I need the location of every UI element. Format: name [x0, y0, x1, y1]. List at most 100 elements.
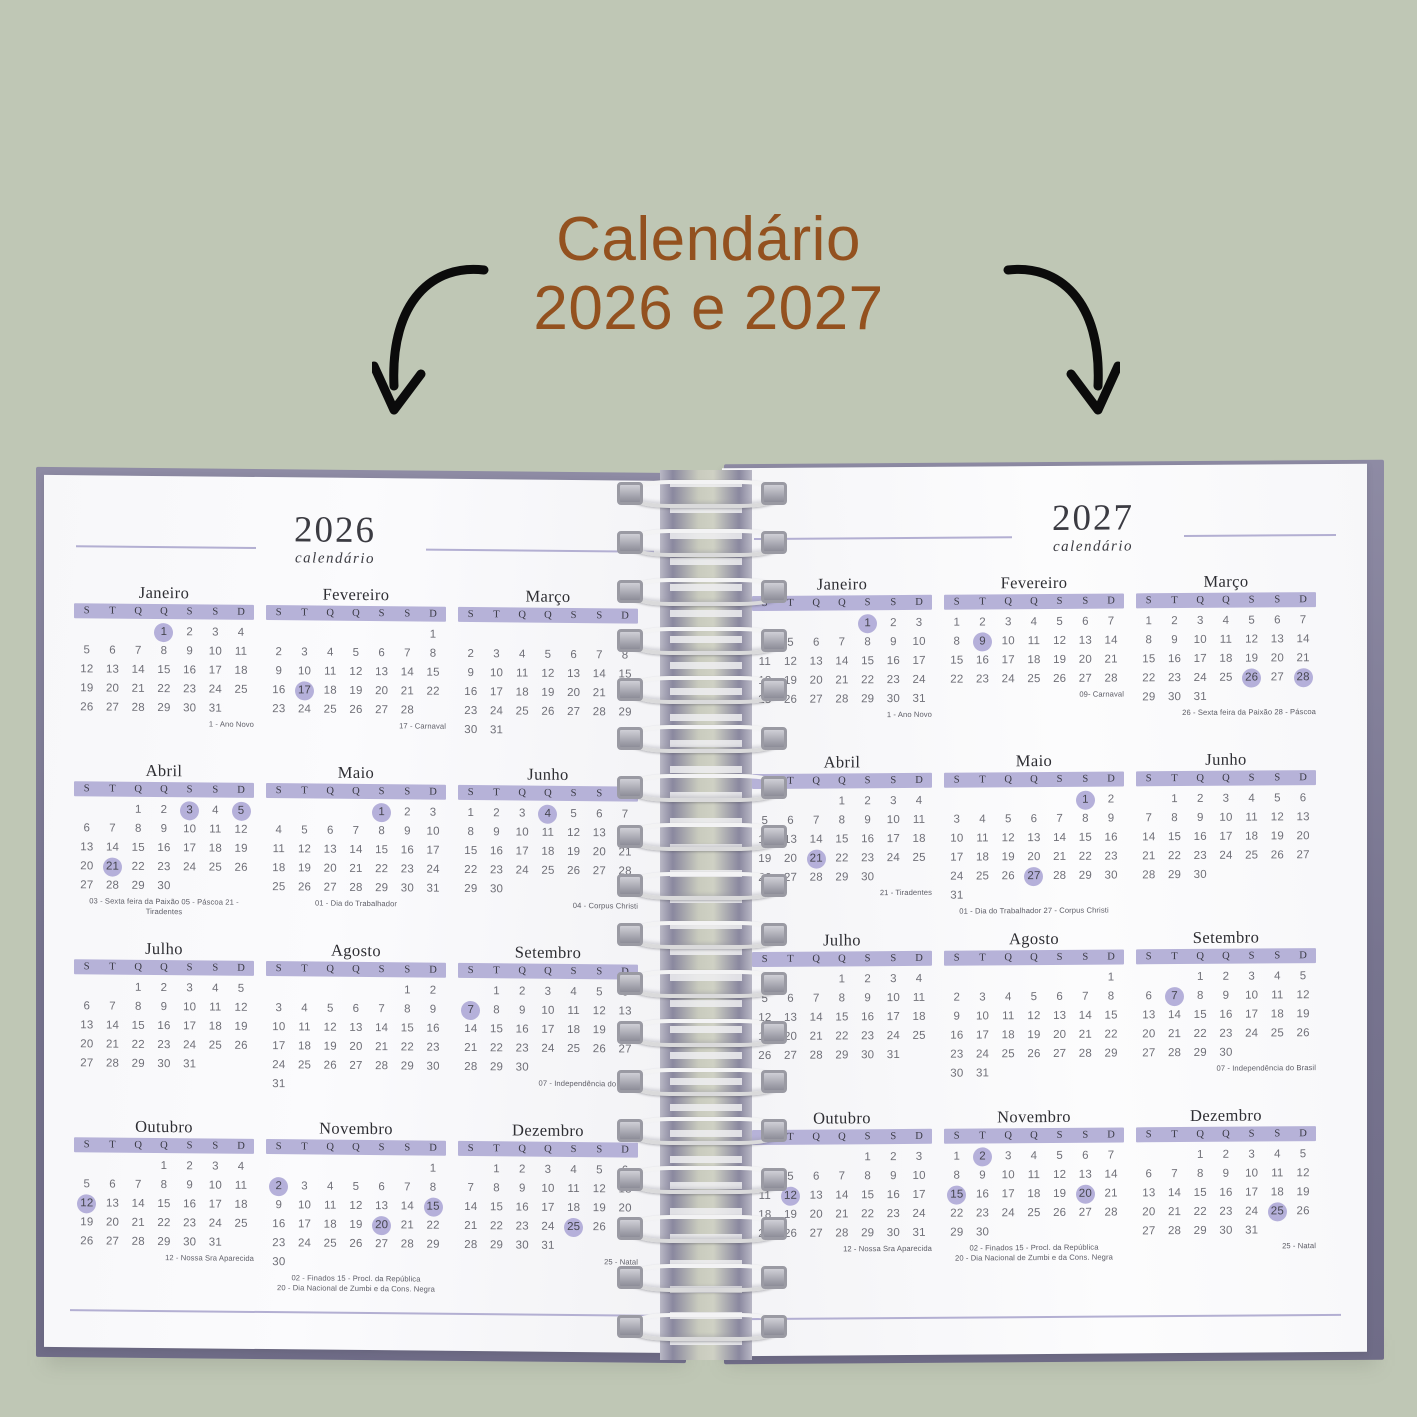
day-cell[interactable]: 15 — [1187, 1184, 1213, 1203]
day-cell[interactable]: 7 — [395, 1178, 421, 1197]
day-cell[interactable]: 18 — [995, 1026, 1021, 1045]
day-cell[interactable]: 24 — [995, 670, 1021, 689]
day-cell-holiday[interactable]: 27 — [1021, 867, 1047, 886]
day-cell[interactable]: 8 — [484, 1179, 510, 1198]
day-cell[interactable]: 23 — [970, 670, 996, 689]
day-cell[interactable]: 10 — [906, 633, 932, 652]
day-cell[interactable]: 30 — [509, 1058, 535, 1077]
day-cell[interactable]: 8 — [829, 811, 855, 830]
day-cell[interactable]: 22 — [395, 1038, 421, 1057]
day-cell[interactable]: 29 — [1098, 1044, 1124, 1063]
day-cell[interactable]: 28 — [1098, 1203, 1124, 1222]
day-cell[interactable]: 6 — [803, 1168, 829, 1187]
day-cell[interactable]: 22 — [1187, 1203, 1213, 1222]
day-cell-holiday[interactable]: 17 — [292, 681, 318, 700]
day-cell[interactable]: 10 — [1239, 1164, 1265, 1183]
day-cell[interactable]: 31 — [484, 721, 510, 740]
day-cell[interactable]: 21 — [395, 1216, 421, 1235]
day-cell[interactable]: 24 — [203, 680, 229, 699]
day-cell[interactable]: 25 — [228, 681, 254, 700]
day-cell[interactable]: 12 — [317, 1019, 343, 1038]
day-cell[interactable]: 5 — [1047, 1147, 1073, 1166]
day-cell[interactable]: 20 — [1073, 651, 1099, 670]
day-cell[interactable]: 20 — [343, 1038, 369, 1057]
day-cell[interactable]: 17 — [881, 830, 907, 849]
day-cell[interactable]: 14 — [1136, 828, 1162, 847]
day-cell[interactable]: 28 — [395, 701, 421, 720]
day-cell-holiday[interactable]: 7 — [1162, 987, 1188, 1006]
day-cell[interactable]: 31 — [203, 1233, 229, 1252]
day-cell[interactable]: 17 — [266, 1037, 292, 1056]
day-cell[interactable]: 10 — [535, 1180, 561, 1199]
day-cell[interactable]: 28 — [343, 879, 369, 898]
day-cell[interactable]: 17 — [177, 1017, 203, 1036]
day-cell[interactable]: 29 — [855, 690, 881, 709]
day-cell[interactable]: 25 — [317, 1235, 343, 1254]
day-cell[interactable]: 21 — [1098, 1184, 1124, 1203]
day-cell[interactable]: 6 — [1021, 810, 1047, 829]
day-cell[interactable]: 8 — [944, 633, 970, 652]
day-cell[interactable]: 9 — [420, 1001, 446, 1020]
day-cell[interactable]: 17 — [944, 849, 970, 868]
day-cell[interactable]: 30 — [944, 1065, 970, 1084]
day-cell[interactable]: 27 — [587, 862, 613, 881]
day-cell[interactable]: 10 — [995, 632, 1021, 651]
day-cell[interactable]: 4 — [906, 792, 932, 811]
day-cell[interactable]: 21 — [369, 1038, 395, 1057]
day-cell[interactable]: 19 — [74, 1213, 100, 1232]
day-cell[interactable]: 18 — [1265, 1183, 1291, 1202]
day-cell[interactable]: 2 — [395, 803, 421, 822]
day-cell[interactable]: 25 — [535, 862, 561, 881]
day-cell[interactable]: 9 — [509, 1179, 535, 1198]
day-cell[interactable]: 22 — [151, 680, 177, 699]
day-cell[interactable]: 16 — [1213, 1006, 1239, 1025]
day-cell[interactable]: 14 — [458, 1198, 484, 1217]
day-cell[interactable]: 6 — [100, 1175, 126, 1194]
day-cell[interactable]: 21 — [1098, 650, 1124, 669]
day-cell[interactable]: 18 — [317, 682, 343, 701]
day-cell[interactable]: 10 — [906, 1167, 932, 1186]
day-cell[interactable]: 30 — [484, 880, 510, 899]
day-cell[interactable]: 7 — [803, 990, 829, 1009]
day-cell[interactable]: 17 — [906, 1186, 932, 1205]
day-cell[interactable]: 29 — [151, 699, 177, 718]
day-cell[interactable]: 31 — [906, 690, 932, 709]
day-cell[interactable]: 12 — [535, 665, 561, 684]
day-cell[interactable]: 9 — [395, 822, 421, 841]
day-cell[interactable]: 2 — [881, 614, 907, 633]
day-cell[interactable]: 20 — [1021, 848, 1047, 867]
day-cell[interactable]: 25 — [203, 1036, 229, 1055]
day-cell[interactable]: 1 — [484, 982, 510, 1001]
day-cell[interactable]: 24 — [906, 1205, 932, 1224]
day-cell[interactable]: 2 — [420, 982, 446, 1001]
day-cell[interactable]: 25 — [203, 858, 229, 877]
day-cell[interactable]: 5 — [1290, 1145, 1316, 1164]
day-cell[interactable]: 28 — [803, 869, 829, 888]
day-cell[interactable]: 19 — [995, 848, 1021, 867]
day-cell[interactable]: 28 — [587, 703, 613, 722]
day-cell[interactable]: 16 — [944, 1027, 970, 1046]
day-cell[interactable]: 29 — [125, 877, 151, 896]
day-cell[interactable]: 5 — [292, 821, 318, 840]
day-cell[interactable]: 17 — [535, 1199, 561, 1218]
day-cell[interactable]: 4 — [561, 983, 587, 1002]
day-cell[interactable]: 11 — [970, 829, 996, 848]
day-cell[interactable]: 22 — [458, 861, 484, 880]
day-cell[interactable]: 20 — [317, 860, 343, 879]
day-cell[interactable]: 1 — [420, 626, 446, 645]
day-cell[interactable]: 23 — [970, 1204, 996, 1223]
day-cell[interactable]: 29 — [855, 1224, 881, 1243]
day-cell[interactable]: 12 — [228, 999, 254, 1018]
day-cell[interactable]: 18 — [1265, 1005, 1291, 1024]
day-cell[interactable]: 10 — [420, 823, 446, 842]
day-cell[interactable]: 6 — [1136, 987, 1162, 1006]
day-cell[interactable]: 30 — [509, 1236, 535, 1255]
day-cell[interactable]: 24 — [906, 671, 932, 690]
day-cell[interactable]: 31 — [1239, 1221, 1265, 1240]
day-cell[interactable]: 26 — [343, 1235, 369, 1254]
day-cell[interactable]: 25 — [1265, 1024, 1291, 1043]
day-cell[interactable]: 14 — [1073, 1007, 1099, 1026]
day-cell[interactable]: 8 — [829, 989, 855, 1008]
day-cell[interactable]: 10 — [203, 642, 229, 661]
day-cell[interactable]: 18 — [906, 830, 932, 849]
